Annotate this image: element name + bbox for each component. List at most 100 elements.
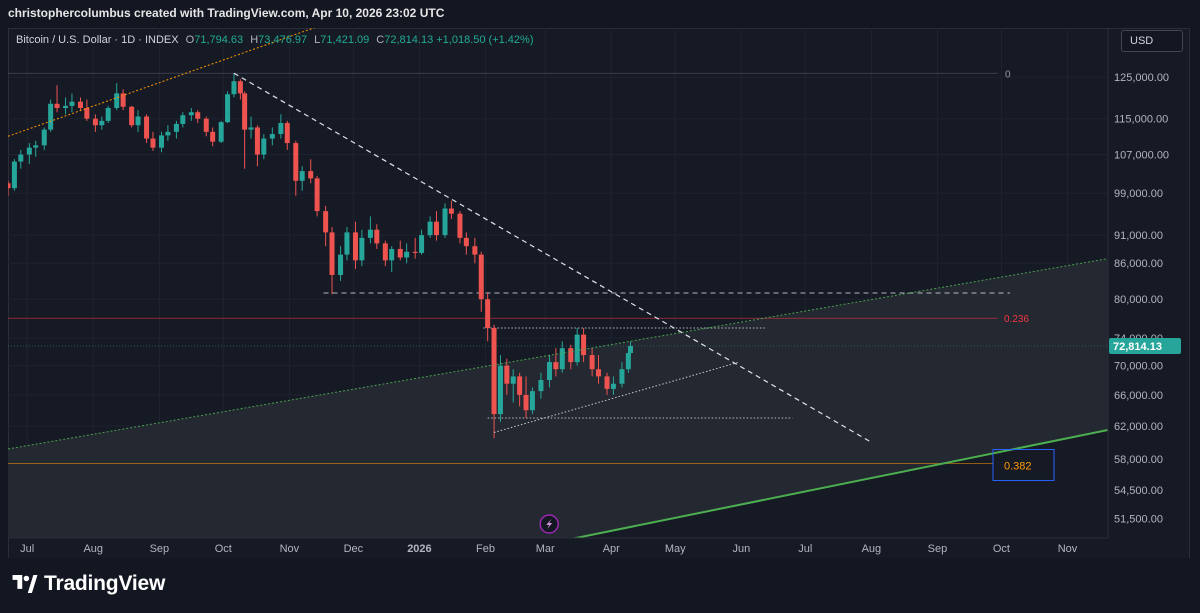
descending-trendline bbox=[233, 72, 872, 443]
header-bar: christophercolumbus created with Trading… bbox=[0, 0, 1200, 28]
candle-body bbox=[574, 334, 580, 363]
candle-body bbox=[323, 211, 329, 233]
price-chart[interactable]: 125,000.00 115,000.00 107,000.00 99,000.00 9… bbox=[8, 28, 1188, 558]
candle-body bbox=[338, 254, 344, 275]
high-label: H bbox=[250, 34, 259, 46]
candle-body bbox=[308, 171, 314, 179]
time-tick-label: Jul bbox=[798, 543, 812, 555]
low-value: 71,421.09 bbox=[320, 34, 370, 46]
candle-body bbox=[568, 348, 574, 363]
price-tick-label: 91,000.00 bbox=[1114, 230, 1163, 242]
candle-body bbox=[11, 161, 17, 189]
candle-body bbox=[41, 129, 47, 146]
tradingview-logo-icon bbox=[12, 575, 38, 593]
candle-body bbox=[135, 116, 141, 126]
candle-body bbox=[374, 229, 380, 244]
candle-body bbox=[173, 123, 179, 132]
candle-body bbox=[254, 127, 260, 155]
candle-body bbox=[278, 123, 284, 135]
candle-body bbox=[589, 355, 595, 370]
fib-label-0236: 0.236 bbox=[1004, 314, 1029, 325]
price-tick-label: 99,000.00 bbox=[1114, 188, 1163, 200]
candle-body bbox=[610, 383, 616, 389]
open-label: O bbox=[185, 34, 195, 46]
price-tick-label: 58,000.00 bbox=[1114, 454, 1163, 466]
candle-body bbox=[517, 376, 523, 395]
candle-body bbox=[158, 135, 164, 148]
candle-body bbox=[448, 208, 454, 214]
candle-body bbox=[510, 376, 516, 384]
share-caption: christophercolumbus created with Trading… bbox=[8, 6, 445, 20]
candle-body bbox=[284, 123, 290, 144]
candle-body bbox=[54, 103, 60, 108]
candle-body bbox=[8, 183, 11, 189]
change-value: +1,018.50 (+1.42%) bbox=[436, 34, 534, 46]
time-tick-label: 2026 bbox=[407, 543, 431, 555]
time-tick-label: Oct bbox=[215, 543, 232, 555]
candle-body bbox=[299, 171, 305, 181]
candle-body bbox=[604, 376, 610, 389]
candle-body bbox=[120, 93, 126, 107]
time-tick-label: Mar bbox=[536, 543, 555, 555]
time-tick-label: Jun bbox=[732, 543, 750, 555]
candle-body bbox=[231, 81, 237, 95]
price-tick-label: 107,000.00 bbox=[1114, 150, 1169, 162]
open-value: 71,794.63 bbox=[194, 34, 244, 46]
candle-body bbox=[397, 248, 403, 258]
candle-body bbox=[619, 369, 625, 384]
candle-body bbox=[92, 118, 98, 126]
time-axis: Jul Aug Sep Oct Nov Dec 2026 Feb Mar Apr May Jun Jul… bbox=[8, 537, 1108, 555]
last-price-label: 72,814.13 bbox=[1113, 341, 1162, 353]
price-tick-label: 54,500.00 bbox=[1114, 485, 1163, 497]
candle-body bbox=[412, 251, 418, 253]
candle-body bbox=[352, 232, 358, 261]
time-tick-label: Feb bbox=[476, 543, 495, 555]
time-tick-label: Dec bbox=[344, 543, 364, 555]
candle-body bbox=[427, 221, 433, 236]
price-axis: 125,000.00 115,000.00 107,000.00 99,000.00 9… bbox=[1107, 28, 1181, 538]
candle-body bbox=[188, 112, 194, 116]
symbol-legend: Bitcoin / U.S. Dollar · 1D · INDEX O71,7… bbox=[16, 34, 534, 46]
fib-label-0: 0 bbox=[1005, 69, 1011, 80]
candle-body bbox=[472, 246, 478, 255]
candle-body bbox=[99, 120, 105, 126]
currency-button[interactable]: USD bbox=[1121, 30, 1183, 52]
price-tick-label: 66,000.00 bbox=[1114, 390, 1163, 402]
price-tick-label: 80,000.00 bbox=[1114, 294, 1163, 306]
channel-fill bbox=[8, 258, 1108, 538]
time-tick-label: May bbox=[665, 543, 686, 555]
candle-body bbox=[150, 138, 156, 148]
fib-0382-box bbox=[992, 448, 1055, 481]
candle-body bbox=[627, 346, 633, 354]
candle-body bbox=[529, 391, 535, 411]
candle-body bbox=[237, 81, 243, 94]
fib-labels: 0 0.236 0.382 bbox=[992, 69, 1055, 481]
close-label: C bbox=[376, 34, 385, 46]
candle-body bbox=[546, 362, 552, 381]
candle-body bbox=[491, 328, 497, 415]
price-tick-label: 51,500.00 bbox=[1114, 513, 1163, 525]
last-price-tag bbox=[1109, 338, 1181, 355]
candle-body bbox=[144, 116, 150, 139]
fib-label-0382: 0.382 bbox=[1004, 460, 1032, 472]
candle-body bbox=[203, 118, 209, 132]
time-tick-label: Oct bbox=[993, 543, 1010, 555]
symbol-title: Bitcoin / U.S. Dollar · 1D · INDEX bbox=[16, 34, 179, 46]
price-tick-label: 115,000.00 bbox=[1114, 114, 1168, 126]
time-tick-label: Sep bbox=[150, 543, 170, 555]
candle-body bbox=[248, 127, 254, 130]
candle-body bbox=[485, 299, 491, 329]
candle-body bbox=[26, 147, 32, 155]
candle-body bbox=[433, 221, 439, 236]
high-value: 73,476.97 bbox=[258, 34, 308, 46]
candle-body bbox=[33, 145, 39, 148]
footer bbox=[0, 558, 1200, 613]
time-tick-label: Aug bbox=[83, 543, 103, 555]
brand[interactable]: TradingView bbox=[12, 572, 165, 596]
candle-body bbox=[504, 365, 510, 384]
candle-body bbox=[180, 115, 186, 124]
candle-body bbox=[105, 107, 111, 121]
candle-body bbox=[48, 103, 54, 130]
candle-body bbox=[463, 237, 469, 247]
candle-body bbox=[404, 251, 410, 258]
